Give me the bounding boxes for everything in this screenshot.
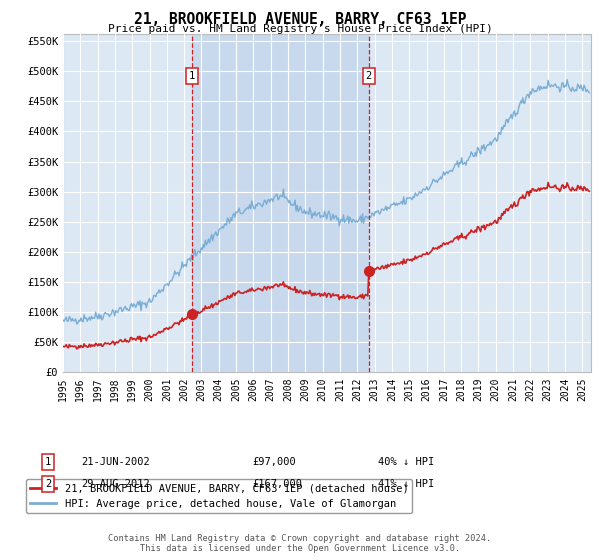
Legend: 21, BROOKFIELD AVENUE, BARRY, CF63 1EP (detached house), HPI: Average price, det: 21, BROOKFIELD AVENUE, BARRY, CF63 1EP (… <box>26 479 412 513</box>
Text: Price paid vs. HM Land Registry's House Price Index (HPI): Price paid vs. HM Land Registry's House … <box>107 24 493 34</box>
Bar <box>192 34 369 372</box>
Text: £97,000: £97,000 <box>252 457 296 467</box>
Text: 21-JUN-2002: 21-JUN-2002 <box>81 457 150 467</box>
Text: 40% ↓ HPI: 40% ↓ HPI <box>378 457 434 467</box>
Text: Contains HM Land Registry data © Crown copyright and database right 2024.
This d: Contains HM Land Registry data © Crown c… <box>109 534 491 553</box>
Text: £167,000: £167,000 <box>252 479 302 489</box>
Text: 41% ↓ HPI: 41% ↓ HPI <box>378 479 434 489</box>
Text: 2: 2 <box>365 71 372 81</box>
Text: 2: 2 <box>45 479 51 489</box>
Text: 21, BROOKFIELD AVENUE, BARRY, CF63 1EP: 21, BROOKFIELD AVENUE, BARRY, CF63 1EP <box>134 12 466 27</box>
Text: 29-AUG-2012: 29-AUG-2012 <box>81 479 150 489</box>
Text: 1: 1 <box>189 71 195 81</box>
Text: 1: 1 <box>45 457 51 467</box>
